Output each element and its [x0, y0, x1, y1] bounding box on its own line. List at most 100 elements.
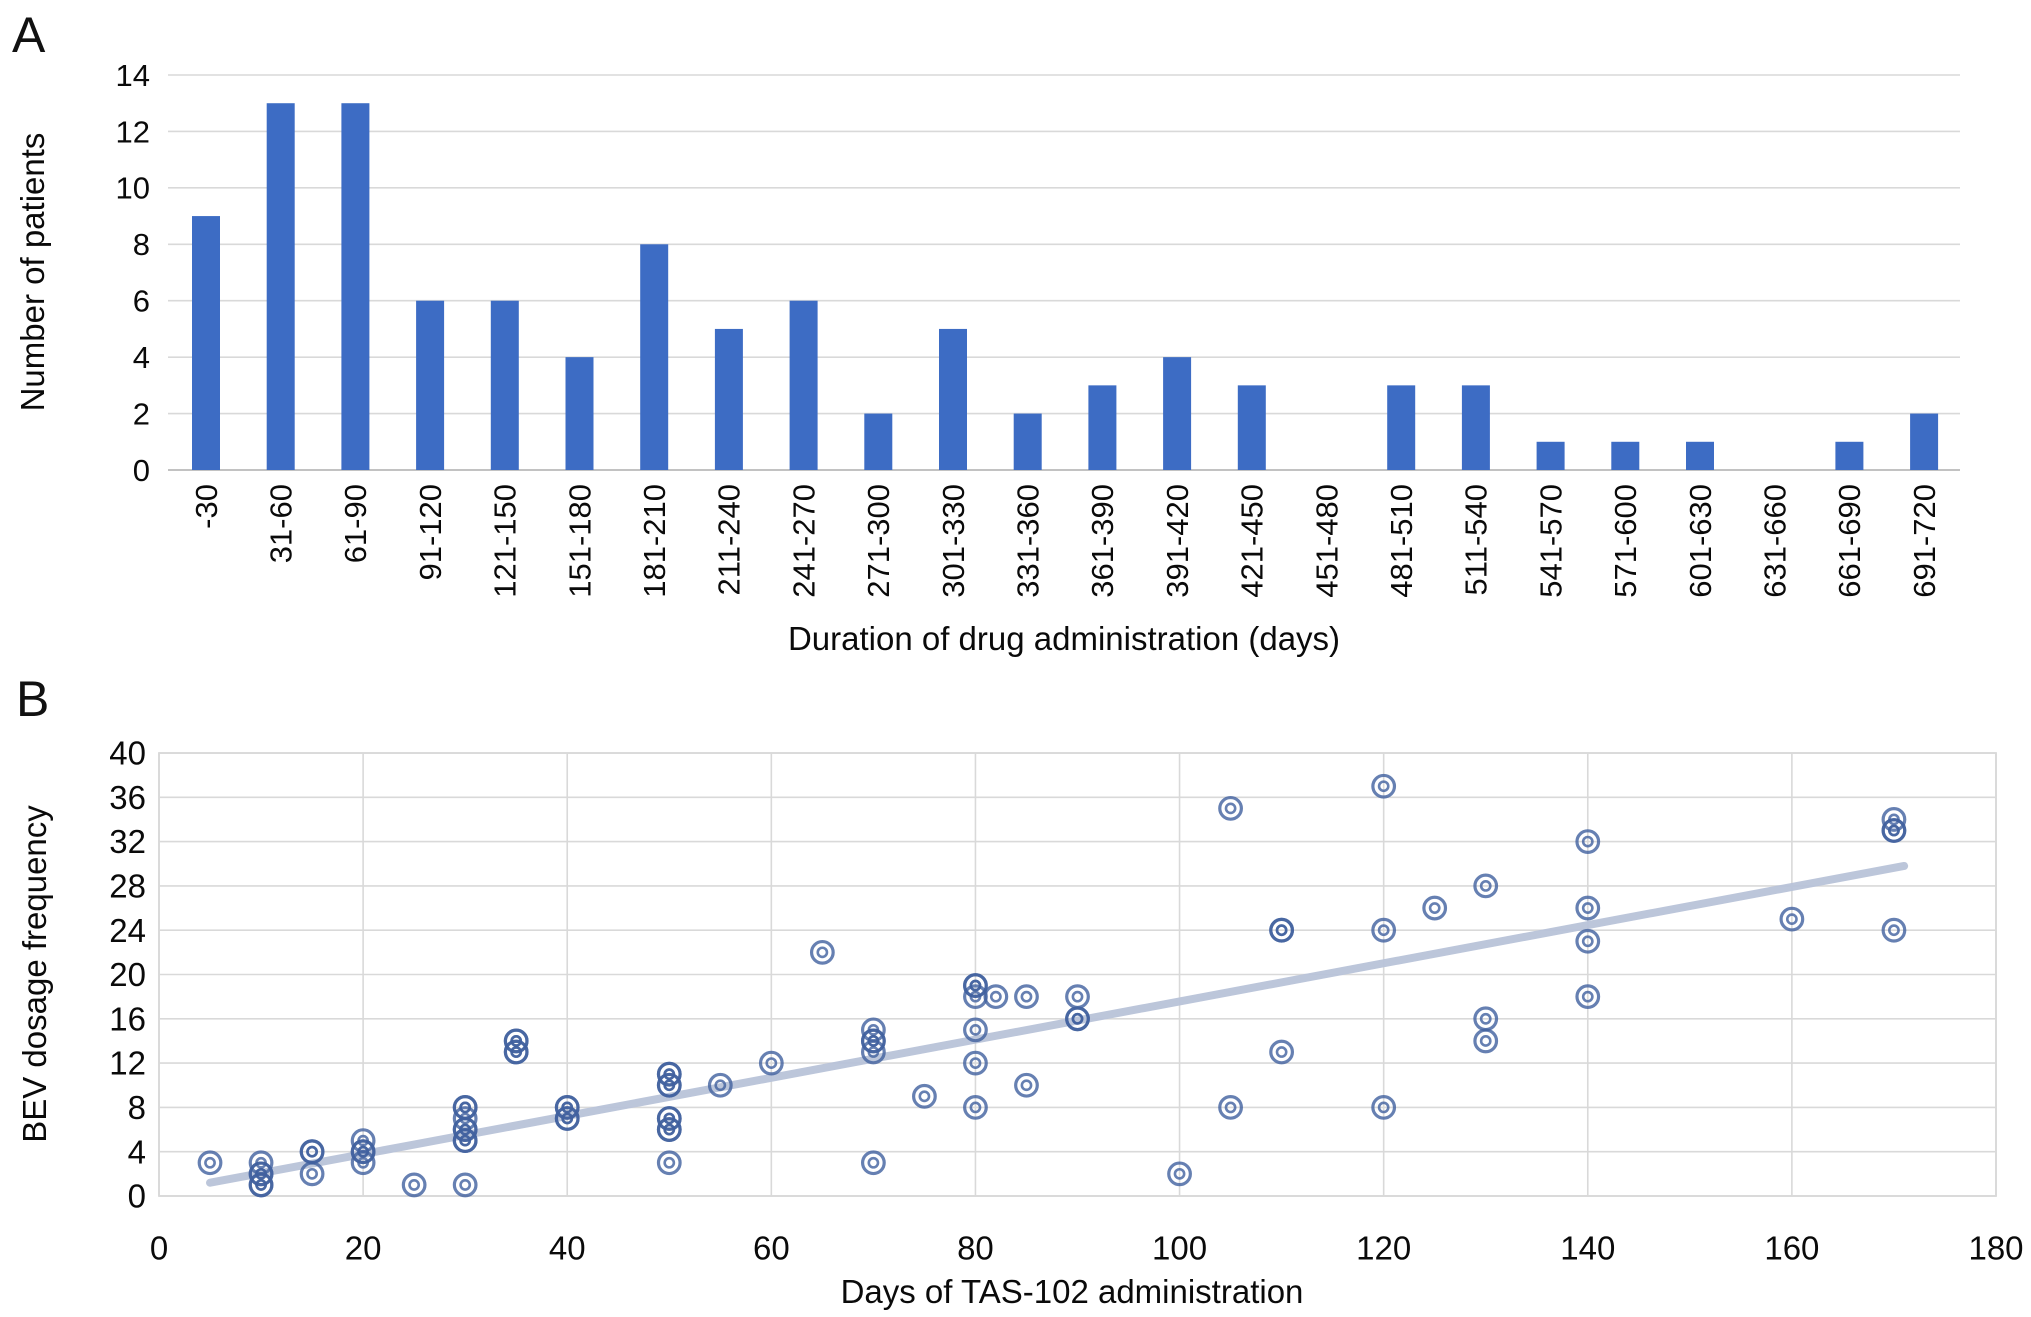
- x-tick-label: 691-720: [1907, 484, 1942, 598]
- x-tick-label: 331-360: [1011, 484, 1046, 598]
- panel-a-gridlines: [168, 74, 1960, 471]
- y-tick-label: 24: [109, 912, 146, 949]
- data-point: [983, 984, 1009, 1010]
- x-tick-label: 91-120: [413, 484, 448, 581]
- data-point: [1473, 1006, 1499, 1032]
- x-tick-label: 151-180: [562, 484, 597, 598]
- x-tick-label: 481-510: [1384, 484, 1419, 598]
- bar: [789, 300, 818, 470]
- y-tick-label: 2: [133, 396, 150, 431]
- x-tick-label: 571-600: [1608, 484, 1643, 598]
- x-tick-label: 61-90: [338, 484, 373, 563]
- data-point: [860, 1017, 886, 1043]
- data-point: [707, 1072, 733, 1098]
- bar: [1387, 385, 1416, 470]
- y-tick-label: 32: [109, 823, 146, 860]
- data-point: [1575, 928, 1601, 954]
- data-point: [758, 1050, 784, 1076]
- y-tick-label: 8: [133, 227, 150, 262]
- panel-b-gridlines: [158, 752, 1997, 1197]
- x-tick-label: 180: [1968, 1230, 2023, 1267]
- panel-b-trendline: [206, 861, 1909, 1187]
- data-point: [1269, 1039, 1295, 1065]
- data-point: [1167, 1161, 1192, 1187]
- data-point: [912, 1083, 937, 1109]
- x-tick-label: 541-570: [1533, 484, 1568, 598]
- x-tick-label: -30: [189, 484, 224, 529]
- data-point: [1371, 917, 1397, 943]
- x-tick-label: 631-660: [1758, 484, 1793, 598]
- data-point: [860, 1150, 886, 1176]
- data-point: [656, 1061, 682, 1087]
- x-tick-label: 31-60: [264, 484, 299, 563]
- data-point: [1881, 807, 1907, 832]
- panel-a-label: A: [12, 7, 46, 63]
- bar: [714, 328, 743, 470]
- bar: [1910, 413, 1939, 470]
- data-point: [452, 1172, 478, 1198]
- y-tick-label: 0: [128, 1178, 146, 1215]
- y-tick-label: 6: [133, 284, 150, 319]
- bar: [640, 244, 669, 470]
- y-tick-label: 12: [109, 1045, 146, 1082]
- y-tick-label: 4: [133, 340, 150, 375]
- bar: [1686, 441, 1714, 470]
- data-point: [656, 1150, 682, 1176]
- data-point: [350, 1128, 376, 1154]
- data-point: [1422, 895, 1448, 921]
- panel-b-label: B: [16, 671, 49, 727]
- bar: [864, 413, 893, 470]
- data-point: [809, 939, 835, 965]
- x-tick-label: 301-330: [936, 484, 971, 598]
- x-tick-label: 511-540: [1459, 484, 1494, 595]
- x-tick-label: 271-300: [861, 484, 896, 598]
- data-point: [1371, 1094, 1397, 1120]
- x-tick-label: 40: [549, 1230, 586, 1267]
- bar: [266, 103, 295, 470]
- y-tick-label: 10: [116, 171, 150, 206]
- trend-line: [206, 861, 1909, 1187]
- bar: [1163, 357, 1192, 470]
- panel-b-x-axis-title: Days of TAS-102 administration: [841, 1273, 1304, 1310]
- data-point: [1218, 1094, 1243, 1120]
- y-tick-label: 20: [109, 956, 146, 993]
- data-point: [1269, 917, 1295, 943]
- data-point: [503, 1028, 529, 1054]
- data-point: [656, 1106, 682, 1131]
- plot-border: [158, 752, 1997, 1197]
- data-point: [1575, 895, 1601, 921]
- bar: [1461, 385, 1490, 470]
- x-tick-label: 181-210: [637, 484, 672, 598]
- data-point: [963, 1094, 988, 1120]
- y-tick-label: 28: [109, 867, 146, 904]
- bar: [1536, 441, 1565, 470]
- data-point: [1065, 984, 1090, 1010]
- y-tick-label: 36: [109, 779, 146, 816]
- data-point: [1371, 773, 1397, 799]
- panel-b-y-axis-title: BEV dosage frequency: [16, 805, 53, 1143]
- bar: [565, 357, 594, 470]
- data-point: [1473, 1028, 1499, 1054]
- data-point: [1779, 906, 1805, 932]
- panel-a-bars: [192, 103, 1939, 470]
- data-point: [1575, 829, 1601, 854]
- x-tick-label: 160: [1764, 1230, 1819, 1267]
- bar: [1835, 441, 1864, 470]
- data-point: [248, 1150, 274, 1176]
- panel-a-y-axis-title: Number of patients: [14, 133, 51, 412]
- bar: [192, 216, 220, 470]
- y-tick-label: 12: [116, 114, 150, 149]
- bar: [490, 300, 519, 470]
- x-tick-label: 0: [150, 1230, 168, 1267]
- bar: [1088, 385, 1117, 470]
- x-tick-label: 601-630: [1683, 484, 1718, 598]
- data-point: [299, 1139, 325, 1165]
- x-tick-label: 140: [1560, 1230, 1615, 1267]
- data-point: [401, 1172, 427, 1198]
- x-tick-label: 100: [1152, 1230, 1207, 1267]
- data-point: [1014, 1072, 1039, 1098]
- data-point: [197, 1150, 223, 1176]
- y-tick-label: 4: [128, 1133, 146, 1170]
